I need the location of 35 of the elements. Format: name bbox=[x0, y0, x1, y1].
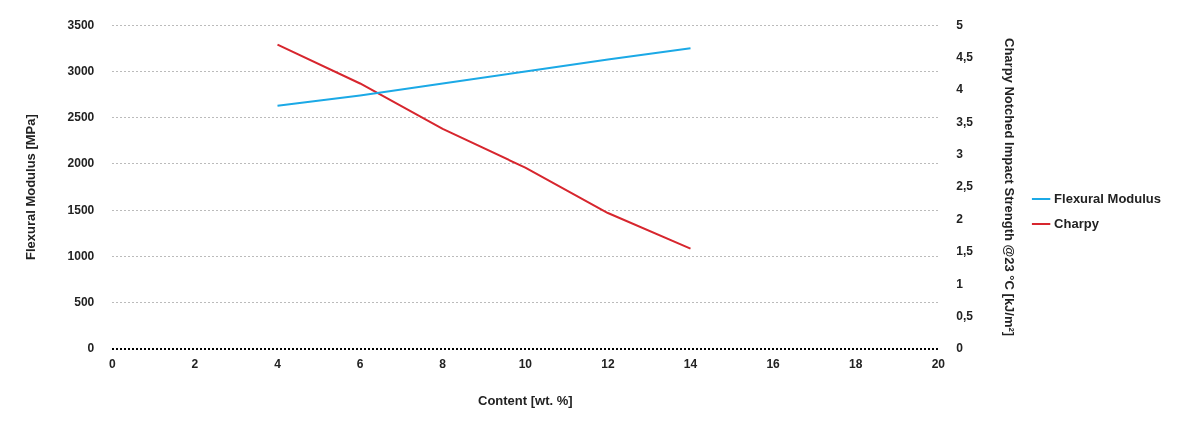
y-tick-label: 2500 bbox=[67, 110, 95, 125]
y2-tick-label: 1,5 bbox=[956, 244, 974, 259]
x-tick-label: 2 bbox=[191, 356, 199, 371]
y2-axis-title: Charpy Notched Impact Strength @23 °C [kJ/m²] bbox=[1002, 38, 1018, 337]
y-tick-label: 0 bbox=[87, 341, 95, 356]
y2-tick-label: 4,5 bbox=[956, 49, 974, 64]
x-tick-label: 12 bbox=[601, 356, 615, 371]
y-axis-title: Flexural Modulus [MPa] bbox=[23, 114, 39, 261]
y2-tick-label: 5 bbox=[956, 17, 964, 32]
x-tick-label: 6 bbox=[356, 356, 364, 371]
y2-tick-label: 4 bbox=[956, 82, 964, 97]
legend-label: Flexural Modulus bbox=[1054, 190, 1162, 206]
x-tick-label: 4 bbox=[274, 356, 282, 371]
y2-tick-label: 3 bbox=[956, 147, 964, 162]
x-tick-label: 18 bbox=[849, 356, 863, 371]
x-tick-label: 0 bbox=[108, 356, 116, 371]
x-tick-label: 14 bbox=[683, 356, 698, 371]
y2-tick-label: 0,5 bbox=[956, 308, 974, 323]
x-axis-title: Content [wt. %] bbox=[478, 392, 573, 408]
y2-tick-label: 2,5 bbox=[956, 179, 974, 194]
y-tick-label: 2000 bbox=[67, 156, 95, 171]
x-tick-label: 20 bbox=[931, 356, 946, 371]
y2-tick-label: 3,5 bbox=[956, 114, 974, 129]
y2-tick-label: 1 bbox=[956, 276, 964, 291]
legend-label: Charpy bbox=[1054, 215, 1100, 231]
y-tick-label: 3500 bbox=[67, 17, 95, 32]
x-tick-label: 16 bbox=[766, 356, 781, 371]
y-tick-label: 1000 bbox=[67, 248, 95, 263]
y2-tick-label: 0 bbox=[956, 341, 964, 356]
y-tick-label: 3000 bbox=[67, 63, 95, 78]
x-tick-label: 8 bbox=[439, 356, 447, 371]
y-tick-label: 500 bbox=[74, 295, 95, 310]
y-tick-label: 1500 bbox=[67, 202, 95, 217]
x-tick-label: 10 bbox=[518, 356, 533, 371]
y2-tick-label: 2 bbox=[956, 211, 964, 226]
